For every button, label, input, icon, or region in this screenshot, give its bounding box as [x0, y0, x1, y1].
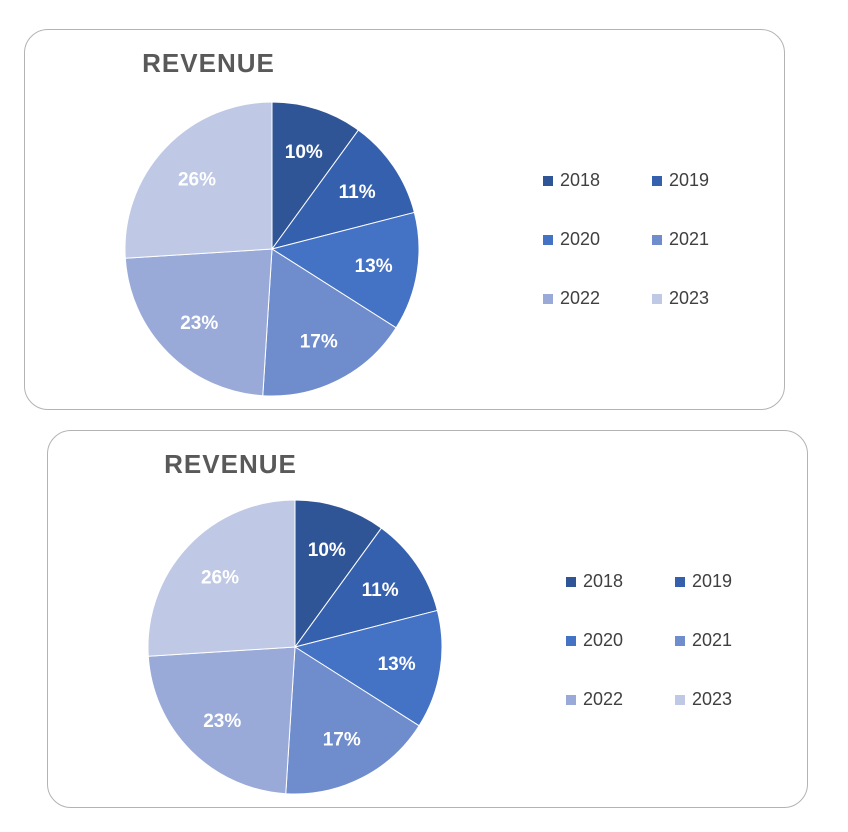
pie-slice-2021 [262, 248, 397, 397]
data-label: 23% [203, 711, 241, 732]
legend-label: 2023 [692, 689, 733, 709]
legend-swatch [543, 293, 553, 304]
data-label: 26% [201, 568, 239, 589]
legend-label: 2022 [583, 689, 624, 709]
data-label: 11% [362, 580, 399, 601]
legend-label: 2021 [692, 630, 733, 650]
pie-slice-2018 [294, 499, 383, 649]
pie-slice-2019 [293, 527, 438, 648]
legend-item-2020: 2020 [543, 229, 600, 250]
data-label: 23% [180, 313, 218, 334]
legend-label: 2021 [669, 229, 710, 249]
legend-item-2019: 2019 [675, 571, 732, 592]
pie-chart: 10% 11% 13% 17% 23% 26% [147, 499, 443, 795]
legend-label: 2022 [560, 288, 601, 308]
chart-title: REVENUE [142, 48, 275, 78]
pie-slice-2020 [270, 211, 420, 329]
data-label: 10% [285, 142, 323, 163]
chart-card: REVENUE 10% 11% 13% 17% 23% 26% 2018 2019 2020 2… [24, 29, 785, 410]
legend-item-2018: 2018 [543, 170, 600, 191]
legend-item-2018: 2018 [566, 571, 623, 592]
legend-label: 2020 [583, 630, 624, 650]
pie-slice-2020 [293, 609, 443, 727]
legend-swatch [566, 576, 576, 587]
legend-label: 2019 [692, 571, 733, 591]
legend-swatch [675, 635, 685, 646]
legend-label: 2020 [560, 229, 601, 249]
data-label: 13% [355, 256, 393, 277]
pie-slice-2022 [124, 248, 273, 397]
legend-item-2022: 2022 [543, 288, 600, 309]
chart-title: REVENUE [164, 449, 297, 479]
legend-item-2019: 2019 [652, 170, 709, 191]
legend-swatch [675, 694, 685, 705]
chart-card: REVENUE 10% 11% 13% 17% 23% 26% 2018 2019 2020 2… [47, 430, 808, 808]
legend-swatch [566, 635, 576, 646]
data-label: 13% [378, 654, 416, 675]
data-label: 17% [300, 332, 338, 353]
pie-slice-2021 [285, 646, 420, 795]
legend-item-2022: 2022 [566, 689, 623, 710]
legend-label: 2019 [669, 170, 710, 190]
legend-label: 2023 [669, 288, 710, 308]
pie-chart: 10% 11% 13% 17% 23% 26% [124, 101, 420, 397]
legend-label: 2018 [583, 571, 624, 591]
legend-item-2023: 2023 [652, 288, 709, 309]
legend-swatch [652, 234, 662, 245]
legend-item-2023: 2023 [675, 689, 732, 710]
legend-item-2021: 2021 [675, 630, 732, 651]
data-label: 10% [308, 540, 346, 561]
pie-slice-2023 [124, 101, 273, 259]
pie-slice-2018 [271, 101, 360, 251]
data-label: 26% [178, 170, 216, 191]
legend-item-2020: 2020 [566, 630, 623, 651]
pie-slice-2019 [270, 129, 415, 250]
legend-swatch [652, 293, 662, 304]
legend-swatch [675, 576, 685, 587]
legend-swatch [543, 175, 553, 186]
legend-swatch [652, 175, 662, 186]
legend-item-2021: 2021 [652, 229, 709, 250]
legend-swatch [566, 694, 576, 705]
pie-slice-2022 [147, 646, 296, 795]
legend-swatch [543, 234, 553, 245]
pie-slice-2023 [147, 499, 296, 657]
legend-label: 2018 [560, 170, 601, 190]
data-label: 17% [323, 730, 361, 751]
data-label: 11% [339, 182, 376, 203]
